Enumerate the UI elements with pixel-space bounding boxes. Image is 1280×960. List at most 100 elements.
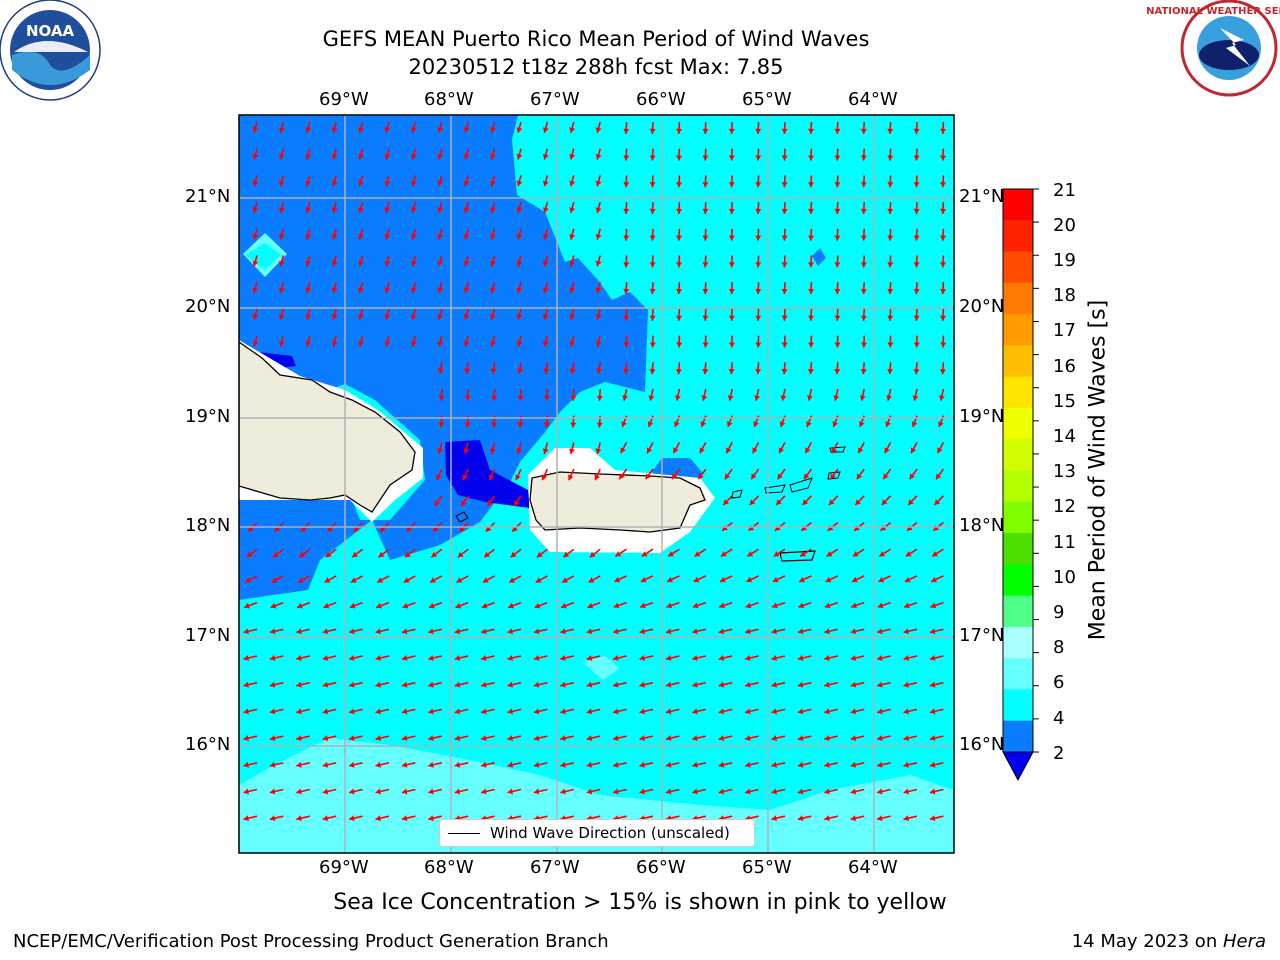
wind-arrow-head — [542, 180, 549, 187]
wind-arrow-head — [850, 708, 857, 715]
wind-arrow-head — [755, 155, 762, 161]
wind-arrow-head — [675, 395, 681, 401]
wind-arrow-head — [940, 288, 946, 295]
wind-arrow-head — [860, 155, 867, 161]
wind-arrow-head — [779, 421, 786, 427]
wind-arrow-head — [560, 681, 566, 688]
wind-arrow-head — [349, 681, 355, 688]
wind-arrow-head — [437, 314, 444, 320]
wind-arrow-head — [437, 153, 444, 160]
wind-arrow-head — [463, 314, 470, 320]
wind-arrow-head — [913, 262, 920, 268]
wind-arrow-head — [569, 180, 576, 187]
wind-arrow-head — [587, 602, 594, 609]
wind-arrow-head — [331, 234, 338, 240]
wind-arrow-head — [903, 761, 909, 768]
wind-arrow-head — [808, 182, 814, 188]
wind-arrow-head — [623, 315, 630, 321]
wind-arrow-head — [798, 602, 805, 609]
wind-arrow-head — [877, 681, 883, 688]
wind-arrow-head — [939, 369, 946, 375]
wind-arrow-head — [771, 708, 777, 715]
wind-arrow-head — [745, 628, 751, 635]
wind-arrow-head — [331, 153, 338, 160]
wind-arrow-head — [649, 342, 656, 348]
wind-arrow-head — [702, 262, 709, 268]
lon-label-65w-bottom: 65°W — [742, 857, 792, 878]
wind-arrow-head — [623, 369, 630, 375]
wind-arrow-head — [481, 602, 488, 609]
wind-arrow-head — [481, 655, 487, 661]
wind-arrow-head — [464, 422, 471, 428]
wind-arrow-head — [940, 182, 946, 188]
wind-arrow-head — [331, 341, 338, 347]
wind-arrow-head — [384, 180, 391, 187]
wind-arrow-head — [410, 207, 417, 213]
wind-arrow-head — [834, 315, 841, 321]
wind-arrow-head — [718, 628, 725, 635]
wind-arrow-head — [808, 155, 814, 161]
wind-arrow-head — [861, 342, 867, 348]
wind-arrow-head — [665, 628, 672, 635]
wind-arrow-head — [745, 735, 751, 741]
national-weather-service-logo: NATIONAL WEATHER SERVICE — [1146, 0, 1280, 97]
wind-arrow-head — [718, 735, 725, 741]
wind-arrow-head — [401, 681, 408, 688]
wind-arrow-head — [401, 735, 408, 741]
wind-arrow-head — [454, 761, 461, 768]
wind-arrow-head — [728, 369, 735, 375]
colorbar-tick-4: 4 — [1053, 708, 1065, 729]
wind-arrow-head — [877, 761, 883, 768]
wind-arrow-head — [428, 761, 434, 768]
wind-arrow-head — [881, 499, 888, 505]
wind-arrow-head — [719, 602, 725, 609]
wind-arrow-head — [755, 369, 762, 375]
wind-arrow-head — [718, 681, 725, 688]
colorbar-block — [1003, 658, 1033, 691]
wind-arrow-head — [903, 708, 909, 715]
wind-arrow-head — [595, 127, 602, 133]
wind-arrow-head — [850, 628, 857, 635]
wind-arrow-head — [384, 341, 391, 347]
colorbar-block — [1003, 689, 1033, 722]
wind-arrow-head — [834, 182, 841, 188]
wind-arrow-head — [560, 788, 566, 795]
wind-arrow-head — [887, 128, 894, 134]
wind-arrow-head — [621, 421, 627, 427]
lat-label-17n-right: 17°N — [959, 625, 1005, 646]
wind-arrow-head — [613, 761, 619, 768]
wind-arrow-head — [428, 708, 434, 715]
wind-arrow-head — [887, 208, 894, 214]
colorbar-tick-20: 20 — [1053, 215, 1076, 236]
wind-arrow-head — [903, 628, 909, 635]
wind-arrow-head — [455, 602, 462, 609]
wind-arrow-head — [781, 262, 788, 268]
wind-arrow-head — [508, 602, 514, 609]
wind-arrow-head — [273, 551, 279, 558]
wind-arrow-head — [755, 342, 762, 348]
wind-arrow-head — [243, 788, 249, 795]
wind-arrow-head — [349, 788, 355, 795]
wind-arrow-head — [358, 287, 364, 293]
wind-arrow-head — [929, 788, 936, 795]
colorbar-frame — [1002, 188, 1034, 753]
wind-arrow-head — [906, 525, 913, 531]
wind-arrow-head — [595, 180, 602, 187]
wind-arrow-head — [729, 342, 735, 348]
wind-arrow-head — [801, 525, 807, 531]
wind-arrow-head — [463, 234, 470, 240]
wind-arrow-head — [771, 761, 777, 768]
hispaniola-land — [239, 341, 416, 513]
wind-arrow-head — [438, 422, 445, 428]
wind-arrow-head — [824, 655, 830, 661]
band-6-8-patch — [582, 656, 620, 680]
wind-arrow-head — [824, 708, 830, 715]
wind-arrow-head — [428, 628, 434, 635]
wind-arrow-head — [543, 341, 549, 347]
wind-arrow-head — [269, 788, 276, 795]
wind-arrow-head — [560, 735, 566, 741]
wind-arrow-head — [410, 314, 417, 320]
wind-arrow-head — [702, 128, 709, 134]
wind-arrow-head — [877, 602, 884, 609]
wind-arrow-head — [305, 314, 312, 320]
